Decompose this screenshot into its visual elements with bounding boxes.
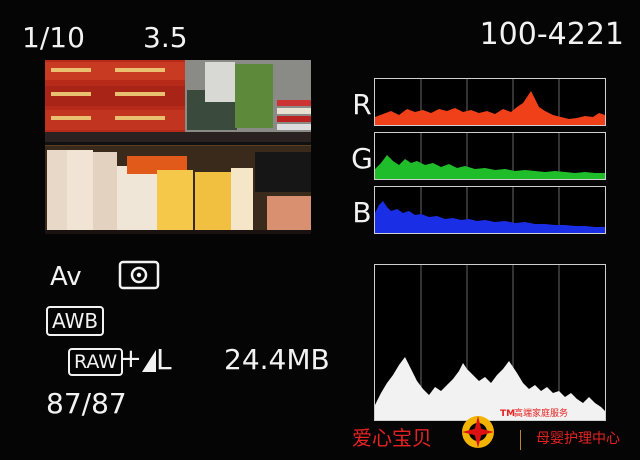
image-size-label: L: [156, 343, 172, 376]
histogram-blue-row: B: [350, 182, 606, 234]
histogram-green: [374, 132, 606, 180]
white-balance-badge: AWB: [46, 306, 105, 336]
histogram-green-row: G: [350, 128, 606, 180]
watermark-tm: TM: [500, 409, 516, 419]
photo-thumbnail: [45, 60, 311, 234]
rgb-histogram-panel: R G B: [350, 74, 606, 236]
aperture-value: 3.5: [143, 21, 188, 54]
frame-counter: 87/87: [46, 387, 127, 420]
evaluative-metering-icon: [118, 260, 160, 290]
histogram-red: [374, 78, 606, 126]
file-number: 100-4221: [479, 17, 624, 52]
jpeg-quality-fine-icon: [138, 344, 178, 376]
file-size: 24.4MB: [224, 343, 330, 376]
histogram-red-row: R: [350, 74, 606, 126]
watermark-subtitle: 高端家庭服务: [514, 409, 569, 419]
channel-label-red: R: [352, 88, 372, 121]
watermark-brand: 爱心宝贝: [352, 426, 432, 450]
luminance-histogram: [374, 264, 606, 421]
channel-label-blue: B: [352, 196, 372, 229]
channel-label-green: G: [351, 142, 373, 175]
watermark-tagline: 母婴护理中心: [536, 431, 620, 447]
watermark-divider: [520, 430, 521, 450]
brand-logo-icon: [460, 414, 496, 450]
shooting-mode: Av: [50, 262, 82, 292]
histogram-blue: [374, 186, 606, 234]
raw-badge: RAW: [68, 348, 124, 376]
quality-plus: +: [120, 344, 142, 374]
shutter-speed: 1/10: [22, 21, 85, 54]
